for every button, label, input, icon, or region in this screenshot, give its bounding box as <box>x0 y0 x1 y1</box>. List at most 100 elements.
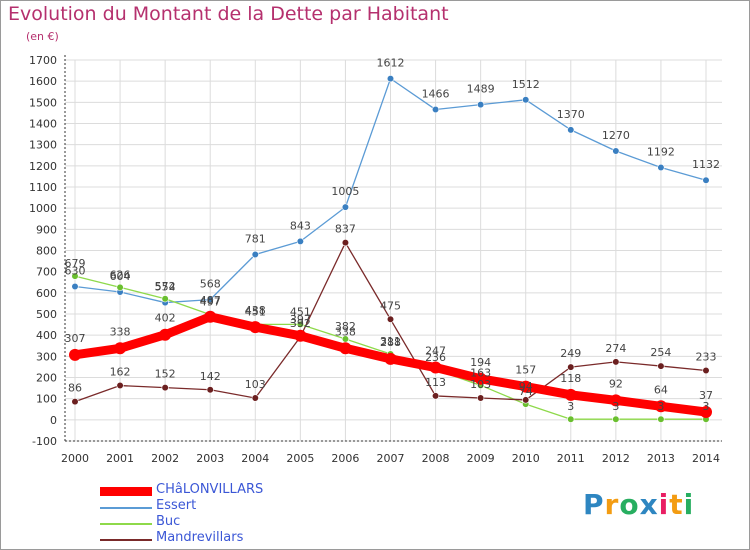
data-label: 157 <box>515 364 536 377</box>
logo-letter: r <box>604 488 620 521</box>
data-point <box>71 398 79 406</box>
y-tick-label: 800 <box>36 245 57 258</box>
data-point <box>71 282 79 291</box>
legend-swatch-mandrevillars <box>100 539 152 541</box>
x-tick-label: 2005 <box>286 452 314 465</box>
data-label: 451 <box>245 305 266 318</box>
data-label: 194 <box>470 356 491 369</box>
data-label: 92 <box>609 377 623 390</box>
logo-letter: o <box>619 488 640 521</box>
x-tick-label: 2006 <box>331 452 359 465</box>
y-tick-label: 300 <box>36 350 57 363</box>
legend-swatch-essert <box>100 507 152 509</box>
logo-letter: P <box>583 488 605 521</box>
data-label: 382 <box>335 320 356 333</box>
data-label: 837 <box>335 223 356 236</box>
data-label: 94 <box>519 380 533 393</box>
data-point <box>474 372 487 385</box>
data-point <box>341 239 350 247</box>
x-tick-label: 2001 <box>106 452 134 465</box>
data-label: 113 <box>425 376 446 389</box>
logo-letter: i <box>683 488 695 521</box>
y-tick-label: 200 <box>36 372 57 385</box>
data-point <box>612 358 620 366</box>
x-tick-label: 2014 <box>692 452 720 465</box>
data-point <box>431 105 440 114</box>
x-tick-label: 2011 <box>557 452 585 465</box>
data-point <box>477 394 485 402</box>
legend-swatch-chalonvillars <box>100 487 152 496</box>
data-point <box>296 237 304 245</box>
data-label: 247 <box>425 345 446 358</box>
data-point <box>386 75 395 83</box>
data-point <box>654 400 667 413</box>
data-label: 679 <box>65 257 86 270</box>
data-label: 142 <box>200 370 221 383</box>
data-point <box>116 283 124 291</box>
x-tick-label: 2010 <box>512 452 540 465</box>
data-point <box>341 335 350 343</box>
data-point <box>161 295 169 303</box>
data-label: 843 <box>290 219 311 232</box>
legend-label-chalonvillars: CHâLONVILLARS <box>156 482 264 497</box>
data-point <box>251 250 259 259</box>
data-point <box>700 406 712 419</box>
legend-label-essert: Essert <box>156 498 197 513</box>
data-point <box>519 380 532 393</box>
data-point <box>71 272 79 280</box>
data-label: 236 <box>425 351 446 364</box>
data-point <box>294 329 307 342</box>
data-point <box>702 366 710 375</box>
data-label: 438 <box>245 304 266 317</box>
data-label: 254 <box>650 346 671 359</box>
y-tick-label: 1700 <box>29 54 57 67</box>
legend-swatch-buc <box>100 523 152 525</box>
y-tick-label: 0 <box>50 414 57 427</box>
data-point <box>339 342 352 355</box>
data-label: 74 <box>519 385 533 398</box>
data-point <box>206 386 214 394</box>
data-point <box>386 315 395 323</box>
proxiti-logo: Proxiti <box>583 488 694 521</box>
data-label: 475 <box>380 299 401 312</box>
data-label: 233 <box>696 351 717 364</box>
data-point <box>657 362 665 370</box>
data-point <box>567 126 575 134</box>
logo-letter: i <box>658 488 670 521</box>
data-point <box>114 342 127 355</box>
data-label: 3 <box>612 400 619 413</box>
data-label: 288 <box>380 336 401 349</box>
data-label: 1512 <box>512 78 540 91</box>
data-label: 163 <box>470 366 491 379</box>
data-point <box>251 394 259 402</box>
data-point <box>431 392 440 400</box>
data-point <box>567 415 575 423</box>
data-point <box>429 361 442 374</box>
data-point <box>702 176 710 184</box>
data-label: 397 <box>290 313 311 326</box>
x-tick-label: 2004 <box>241 452 269 465</box>
y-tick-label: 700 <box>36 266 57 279</box>
data-point <box>69 348 81 361</box>
chart-subtitle: (en €) <box>26 30 59 43</box>
data-label: 392 <box>290 317 311 330</box>
x-tick-label: 2000 <box>61 452 89 465</box>
data-label: 1005 <box>331 185 359 198</box>
data-label: 152 <box>155 368 176 381</box>
data-point <box>206 296 214 304</box>
data-label: 249 <box>560 347 581 360</box>
y-tick-label: 500 <box>36 308 57 321</box>
data-label: 3 <box>703 400 710 413</box>
data-label: 307 <box>65 332 86 345</box>
y-tick-label: 900 <box>36 223 57 236</box>
data-label: 1132 <box>692 158 720 171</box>
data-label: 118 <box>560 372 581 385</box>
data-label: 103 <box>470 378 491 391</box>
data-point <box>116 381 124 390</box>
data-point <box>609 394 622 407</box>
data-label: 402 <box>155 312 176 325</box>
logo-letter: x <box>639 488 659 521</box>
data-label: 626 <box>110 268 131 281</box>
data-point <box>477 101 485 109</box>
